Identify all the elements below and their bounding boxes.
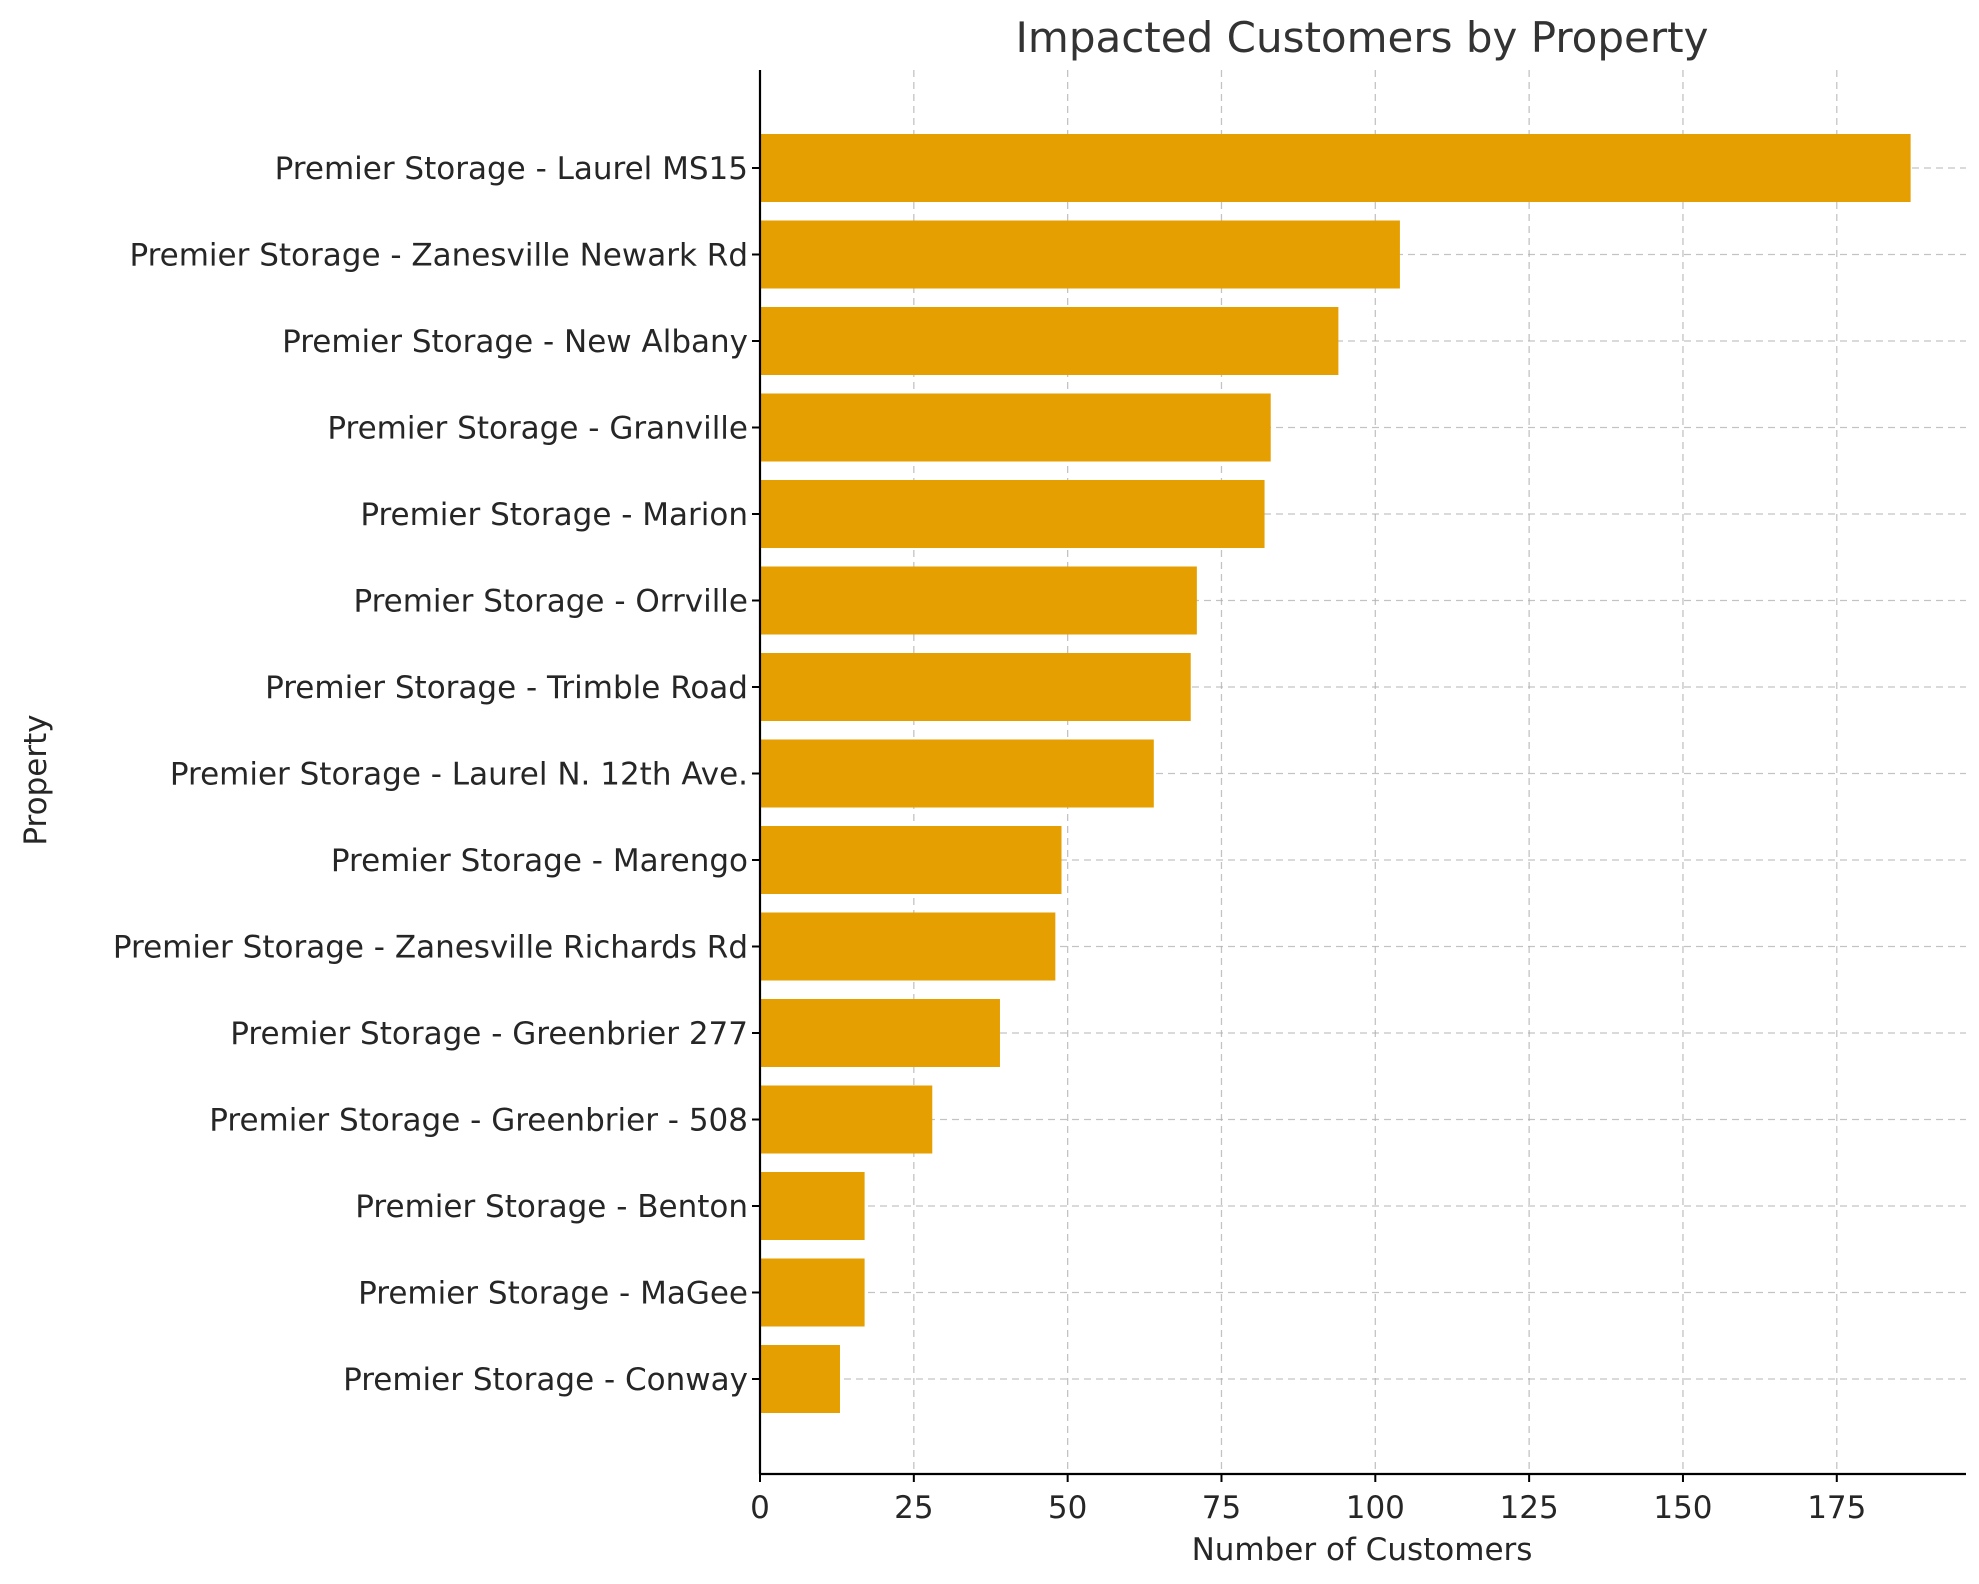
- x-tick-label: 175: [1807, 1490, 1866, 1526]
- y-tick-label: Premier Storage - MaGee: [358, 1276, 748, 1312]
- y-tick-label: Premier Storage - Benton: [355, 1189, 748, 1225]
- bar: [760, 999, 1000, 1067]
- bar: [760, 1345, 840, 1413]
- bar: [760, 1085, 933, 1154]
- y-axis-label: Property: [18, 714, 54, 845]
- bar: [760, 826, 1062, 894]
- axes: [758, 70, 1966, 1476]
- x-tick-label: 150: [1653, 1490, 1712, 1526]
- y-tick-label: Premier Storage - Orrville: [353, 584, 748, 620]
- bar: [760, 912, 1056, 981]
- x-axis-label: Number of Customers: [1192, 1532, 1533, 1568]
- y-tick-label: Premier Storage - New Albany: [282, 324, 748, 360]
- y-tick-label: Premier Storage - Zanesville Richards Rd: [113, 930, 748, 966]
- bar: [760, 480, 1265, 548]
- y-tick-label: Premier Storage - Laurel N. 12th Ave.: [170, 757, 748, 793]
- x-tick-label: 0: [750, 1490, 770, 1526]
- x-tick-label: 125: [1500, 1490, 1559, 1526]
- y-tick-label: Premier Storage - Laurel MS15: [275, 151, 748, 187]
- x-tick-label: 25: [894, 1490, 933, 1526]
- y-tick-label: Premier Storage - Marion: [360, 497, 748, 533]
- bar: [760, 566, 1197, 635]
- bar: [760, 134, 1911, 202]
- bar: [760, 739, 1154, 808]
- bar: [760, 220, 1400, 289]
- bar: [760, 1258, 865, 1327]
- bar: [760, 653, 1191, 721]
- bar: [760, 307, 1339, 375]
- grid: [760, 70, 1966, 1474]
- y-tick-label: Premier Storage - Granville: [327, 411, 748, 447]
- y-tick-label: Premier Storage - Conway: [343, 1362, 748, 1398]
- bars: [760, 134, 1911, 1413]
- x-tick-label: 75: [1202, 1490, 1241, 1526]
- y-tick-label: Premier Storage - Greenbrier 277: [230, 1016, 748, 1052]
- y-tick-label: Premier Storage - Zanesville Newark Rd: [129, 238, 748, 274]
- x-ticks: 0 25 50 75 100 125 150 175: [750, 1474, 1866, 1526]
- bar: [760, 393, 1271, 462]
- x-tick-label: 100: [1346, 1490, 1405, 1526]
- y-tick-labels: Premier Storage - Laurel MS15 Premier Sto…: [113, 151, 760, 1398]
- y-tick-label: Premier Storage - Trimble Road: [265, 670, 748, 706]
- y-tick-label: Premier Storage - Marengo: [331, 843, 748, 879]
- x-tick-label: 50: [1048, 1490, 1087, 1526]
- bar: [760, 1172, 865, 1240]
- y-tick-label: Premier Storage - Greenbrier - 508: [209, 1103, 748, 1139]
- chart-title: Impacted Customers by Property: [1016, 13, 1709, 62]
